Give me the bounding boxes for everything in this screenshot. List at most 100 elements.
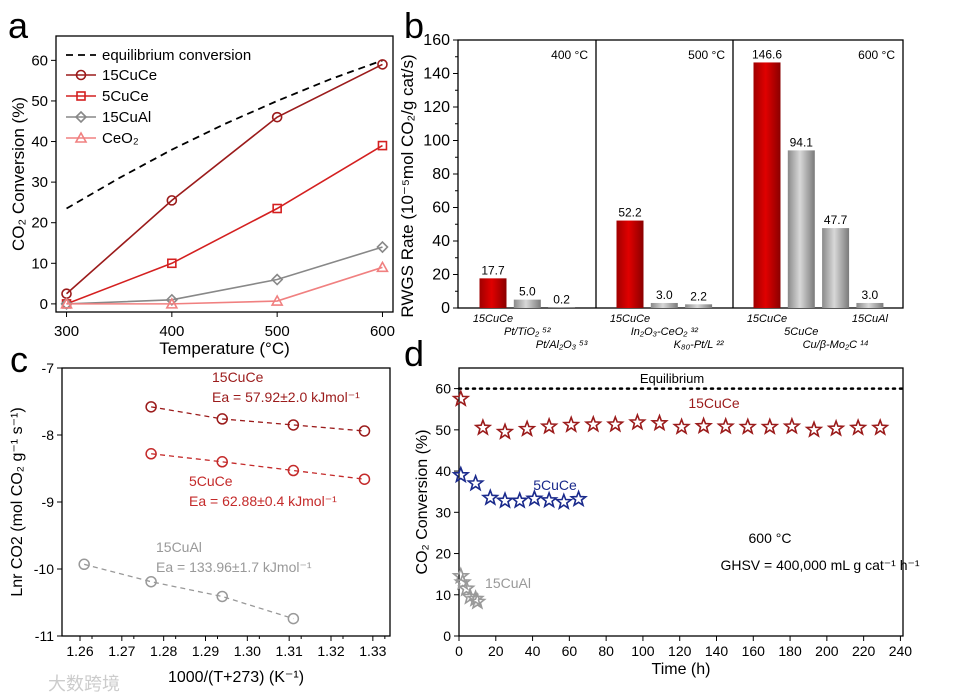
data-point: [480, 488, 500, 506]
x-tick-label: 1.31: [276, 643, 303, 659]
x-tick-label: 1.29: [192, 643, 219, 659]
data-point: [376, 260, 389, 273]
bar-K₈₀-Pt/L ²²: [685, 304, 713, 308]
y-tick-label: -10: [34, 561, 54, 577]
y-tick-label: 40: [432, 233, 450, 250]
bar-category-label: In₂O₃-CeO₂ ³²: [631, 326, 698, 338]
series-label: 15CuAl: [485, 575, 531, 591]
y-axis-label: CO₂ Conversion (%): [414, 430, 431, 575]
data-point: [848, 418, 868, 436]
bar-value-label: 94.1: [790, 135, 814, 149]
y-tick-label: 80: [432, 166, 450, 183]
y-tick-label: 40: [31, 134, 48, 151]
y-tick-label: -7: [42, 360, 55, 376]
data-point: [165, 293, 178, 306]
panel-a-plot-area: [55, 35, 394, 313]
data-point: [539, 490, 559, 509]
data-point: [145, 575, 157, 588]
bar-Pt/TiO₂ ⁵²: [513, 299, 541, 308]
data-point: [287, 612, 300, 625]
y-tick-label: 20: [435, 546, 451, 562]
data-point: [287, 464, 300, 477]
x-tick-label: 140: [705, 643, 729, 659]
legend-label: 15CuCe: [102, 67, 157, 84]
bar-value-label: 3.0: [862, 288, 879, 302]
data-point: [495, 491, 515, 509]
legend-label: CeO₂: [102, 130, 139, 147]
x-tick-label: 300: [54, 323, 79, 340]
data-point: [457, 578, 476, 597]
legend-marker: [76, 91, 86, 101]
data-point: [694, 416, 714, 435]
data-point: [270, 294, 284, 306]
fit-line-15CuCe: [151, 406, 365, 432]
y-tick-label: 140: [423, 66, 450, 83]
x-tick-label: 100: [631, 643, 655, 659]
bar-value-label: 3.0: [656, 288, 673, 302]
x-tick-label: 200: [815, 643, 839, 659]
y-tick-label: 50: [435, 422, 451, 438]
x-tick-label: 80: [598, 643, 614, 659]
data-point: [870, 418, 890, 436]
data-point: [804, 419, 824, 438]
bar-In₂O₃-CeO₂ ³²: [650, 302, 678, 308]
group-temperature-label: 400 °C: [551, 48, 588, 62]
data-point: [716, 416, 735, 435]
bar-value-label: 17.7: [481, 263, 505, 277]
bar-category-label: 15CuCe: [747, 313, 787, 325]
bar-category-label: Cu/β-Mo₂C ¹⁴: [803, 339, 869, 351]
y-tick-label: 10: [435, 587, 451, 603]
x-tick-label: 40: [525, 643, 541, 659]
data-point: [165, 297, 179, 309]
x-axis-label: Time (h): [652, 661, 711, 678]
y-tick-label: -9: [42, 494, 55, 510]
x-tick-label: 160: [742, 643, 766, 659]
data-point: [167, 258, 177, 269]
watermark: 大数跨境: [48, 674, 120, 694]
legend-label: 5CuCe: [102, 88, 149, 105]
bar-category-label: 15CuCe: [473, 313, 513, 325]
x-axis-label: 1000/(T+273) (K⁻¹): [168, 669, 304, 686]
data-point: [468, 592, 487, 610]
x-tick-label: 1.26: [66, 643, 93, 659]
equilibrium-line: [66, 59, 383, 210]
data-point: [271, 111, 283, 123]
bar-category-label: 5CuCe: [784, 326, 818, 338]
bar-category-label: 15CuAl: [852, 313, 889, 325]
data-point: [539, 416, 559, 435]
series-label: 15CuCe: [688, 395, 740, 411]
x-tick-label: 120: [668, 643, 692, 659]
data-point: [466, 589, 485, 607]
y-tick-label: 120: [423, 99, 450, 116]
temperature-condition: 600 °C: [749, 530, 792, 546]
series-label: 5CuCe: [533, 477, 577, 493]
x-tick-label: 20: [488, 643, 504, 659]
bar-value-label: 52.2: [618, 206, 642, 220]
bar-value-label: 47.7: [824, 213, 848, 227]
data-point: [517, 419, 537, 437]
y-tick-label: 30: [31, 174, 48, 191]
data-point: [738, 417, 758, 435]
group-temperature-label: 500 °C: [688, 48, 725, 62]
x-tick-label: 1.32: [317, 643, 344, 659]
y-tick-label: 40: [435, 463, 451, 479]
data-point: [782, 416, 802, 435]
y-tick-label: -8: [42, 427, 55, 443]
y-tick-label: 60: [31, 52, 48, 69]
series-line-CeO₂: [66, 266, 383, 305]
bar-value-label: 0.2: [553, 293, 570, 307]
data-point: [166, 195, 178, 206]
y-tick-label: 100: [423, 133, 450, 150]
data-point: [628, 412, 647, 431]
legend-marker: [74, 131, 88, 143]
ghsv-condition: GHSV = 400,000 mL g cat⁻¹ h⁻¹: [720, 557, 919, 573]
data-point: [216, 456, 228, 468]
equilibrium-label: Equilibrium: [640, 371, 704, 386]
data-point: [377, 59, 388, 70]
x-tick-label: 1.27: [108, 643, 135, 659]
legend-equilibrium-label: equilibrium conversion: [102, 47, 251, 64]
data-point: [826, 418, 846, 437]
y-tick-label: 10: [31, 255, 48, 272]
y-tick-label: 30: [435, 504, 451, 520]
